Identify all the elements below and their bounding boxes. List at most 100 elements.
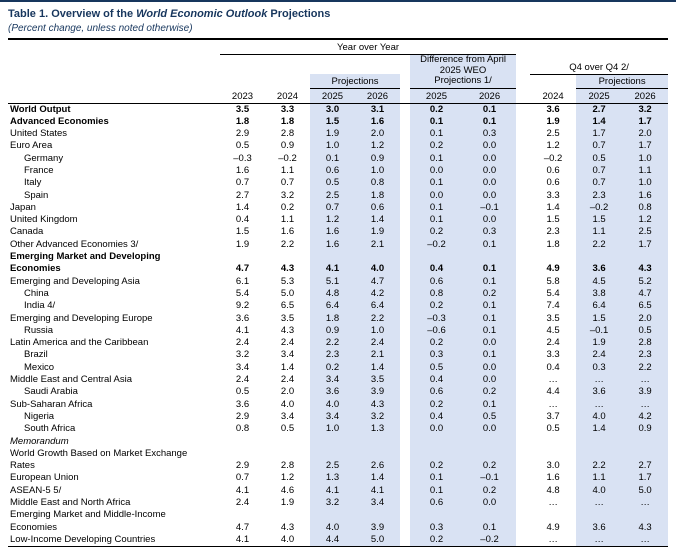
- value-cell: 0.6: [355, 201, 400, 215]
- year-column-header: 2025: [576, 88, 623, 104]
- row-label: Nigeria: [24, 410, 55, 422]
- table-row: Other Advanced Economies 3/1.9 2.2 1.6 2.1–…: [8, 238, 669, 252]
- value-cell: 2.4: [280, 337, 295, 349]
- value-cell: 4.1: [310, 484, 355, 497]
- value-cell: 6.4: [355, 300, 400, 313]
- value-cell: 0.0: [463, 374, 517, 387]
- value-cell: 4.3: [280, 263, 295, 275]
- row-label: ASEAN-5 5/: [10, 484, 62, 496]
- value-cell: 0.4: [410, 251, 463, 276]
- table-row: Saudi Arabia 0.5 2.0 3.6 3.9 0.6 0.2 4.4 3.6 3.9: [8, 386, 669, 399]
- value-cell: …: [548, 533, 558, 545]
- value-cell: 1.5: [235, 226, 250, 238]
- col-group-difference: Difference from April 2025 WEO Projectio…: [410, 54, 517, 89]
- value-cell: 3.2: [235, 349, 250, 361]
- value-cell: 1.7: [576, 128, 623, 141]
- header-spacer: [516, 54, 530, 74]
- value-cell: 0.6: [546, 164, 560, 176]
- value-cell: 0.0: [463, 164, 517, 178]
- value-cell: …: [622, 374, 669, 387]
- value-cell: 3.5: [546, 312, 560, 324]
- column-spacer: [516, 411, 530, 423]
- value-cell: –0.2: [576, 201, 623, 215]
- difference-header-line: Difference from April: [420, 54, 506, 66]
- value-cell: –0.1: [463, 472, 517, 485]
- value-cell: 1.6: [235, 164, 250, 176]
- value-cell: 1.0: [310, 140, 355, 153]
- difference-header-line: 2025 WEO: [439, 64, 487, 76]
- value-cell: 2.6: [355, 447, 400, 473]
- column-spacer: [400, 448, 410, 473]
- value-cell: 4.1: [235, 324, 250, 336]
- column-spacer: [516, 485, 530, 497]
- value-cell: 0.0: [410, 164, 463, 178]
- value-cell: 3.3: [280, 103, 295, 115]
- table-row: Spain 2.7 3.2 2.5 1.8 0.0 0.0 3.3 2.3 1.6: [8, 189, 669, 202]
- value-cell: …: [622, 497, 669, 510]
- value-cell: 2.9: [235, 460, 250, 472]
- table-row: France 1.6 1.1 0.6 1.0 0.0 0.0 0.6 0.7 1.1: [8, 164, 669, 178]
- value-cell: [530, 436, 576, 448]
- value-cell: 4.0: [280, 398, 295, 410]
- title-prefix: Table 1. Overview of the: [8, 8, 137, 20]
- value-cell: 0.5: [463, 410, 517, 424]
- value-cell: 1.3: [310, 472, 355, 485]
- value-cell: 0.8: [235, 423, 250, 435]
- value-cell: 0.1: [463, 349, 517, 362]
- value-cell: 3.9: [355, 509, 400, 534]
- column-spacer: [400, 485, 410, 497]
- table-row: Italy 0.7 0.7 0.5 0.8 0.1 0.0 0.6 0.7 1.0: [8, 177, 669, 190]
- value-cell: 0.3: [463, 226, 517, 239]
- value-cell: [622, 435, 669, 448]
- value-cell: …: [576, 497, 623, 510]
- value-cell: 0.1: [463, 238, 517, 252]
- column-spacer: [516, 386, 530, 398]
- value-cell: 0.1: [463, 509, 517, 534]
- value-cell: 4.3: [280, 324, 295, 336]
- value-cell: 0.7: [576, 164, 623, 178]
- value-cell: 0.7: [576, 140, 623, 153]
- value-cell: 3.5: [280, 312, 295, 324]
- value-cell: 0.3: [576, 361, 623, 375]
- value-cell: 1.9: [355, 226, 400, 239]
- value-cell: 2.0: [280, 386, 295, 398]
- header-spacer: [400, 74, 410, 88]
- column-spacer: [400, 239, 410, 251]
- column-spacer: [400, 362, 410, 374]
- value-cell: 9.2: [235, 300, 250, 312]
- value-cell: 2.4: [355, 337, 400, 350]
- value-cell: 3.4: [235, 361, 250, 373]
- value-cell: 3.4: [280, 349, 295, 361]
- year-column-header: 2025: [410, 88, 463, 104]
- value-cell: 4.0: [310, 509, 355, 534]
- value-cell: 2.4: [546, 337, 560, 349]
- column-spacer: [516, 325, 530, 337]
- row-label: Emerging Market and Middle-Income Economi…: [10, 509, 166, 533]
- value-cell: 0.5: [410, 361, 463, 375]
- value-cell: 0.2: [410, 337, 463, 350]
- table-row: Japan 1.4 0.2 0.7 0.6 0.1 –0.1 1.4 –0.2 0.8: [8, 201, 669, 215]
- table-row: ASEAN-5 5/4.1 4.6 4.1 4.1 0.1 0.2 4.8 4.0 5.0: [8, 484, 669, 497]
- value-cell: 1.3: [355, 423, 400, 436]
- column-spacer: [400, 202, 410, 214]
- table-row: World Output 3.5 3.3 3.0 3.1 0.2 0.1 3.6 2.7 3.2: [8, 103, 669, 116]
- value-cell: 6.5: [622, 300, 669, 313]
- value-cell: 5.3: [280, 275, 295, 287]
- value-cell: 1.4: [546, 201, 560, 213]
- year-column-header: 2024: [265, 88, 310, 104]
- column-spacer: [400, 177, 410, 189]
- value-cell: 1.6: [622, 189, 669, 202]
- value-cell: 3.5: [355, 374, 400, 387]
- table-row: Memorandum: [8, 435, 669, 448]
- table-row: Middle East and Central Asia 2.4 2.4 3.4 3.5…: [8, 374, 669, 387]
- value-cell: 0.0: [410, 189, 463, 202]
- value-cell: 0.2: [410, 447, 463, 473]
- value-cell: 0.6: [410, 275, 463, 288]
- value-cell: 3.4: [310, 410, 355, 424]
- column-spacer: [400, 472, 410, 484]
- value-cell: 1.0: [622, 152, 669, 165]
- table-row: World Growth Based on Market Exchange Rat…: [8, 447, 669, 473]
- value-cell: 2.4: [280, 374, 295, 386]
- value-cell: [220, 436, 265, 448]
- col-group-year-over-year: Year over Year: [220, 39, 517, 55]
